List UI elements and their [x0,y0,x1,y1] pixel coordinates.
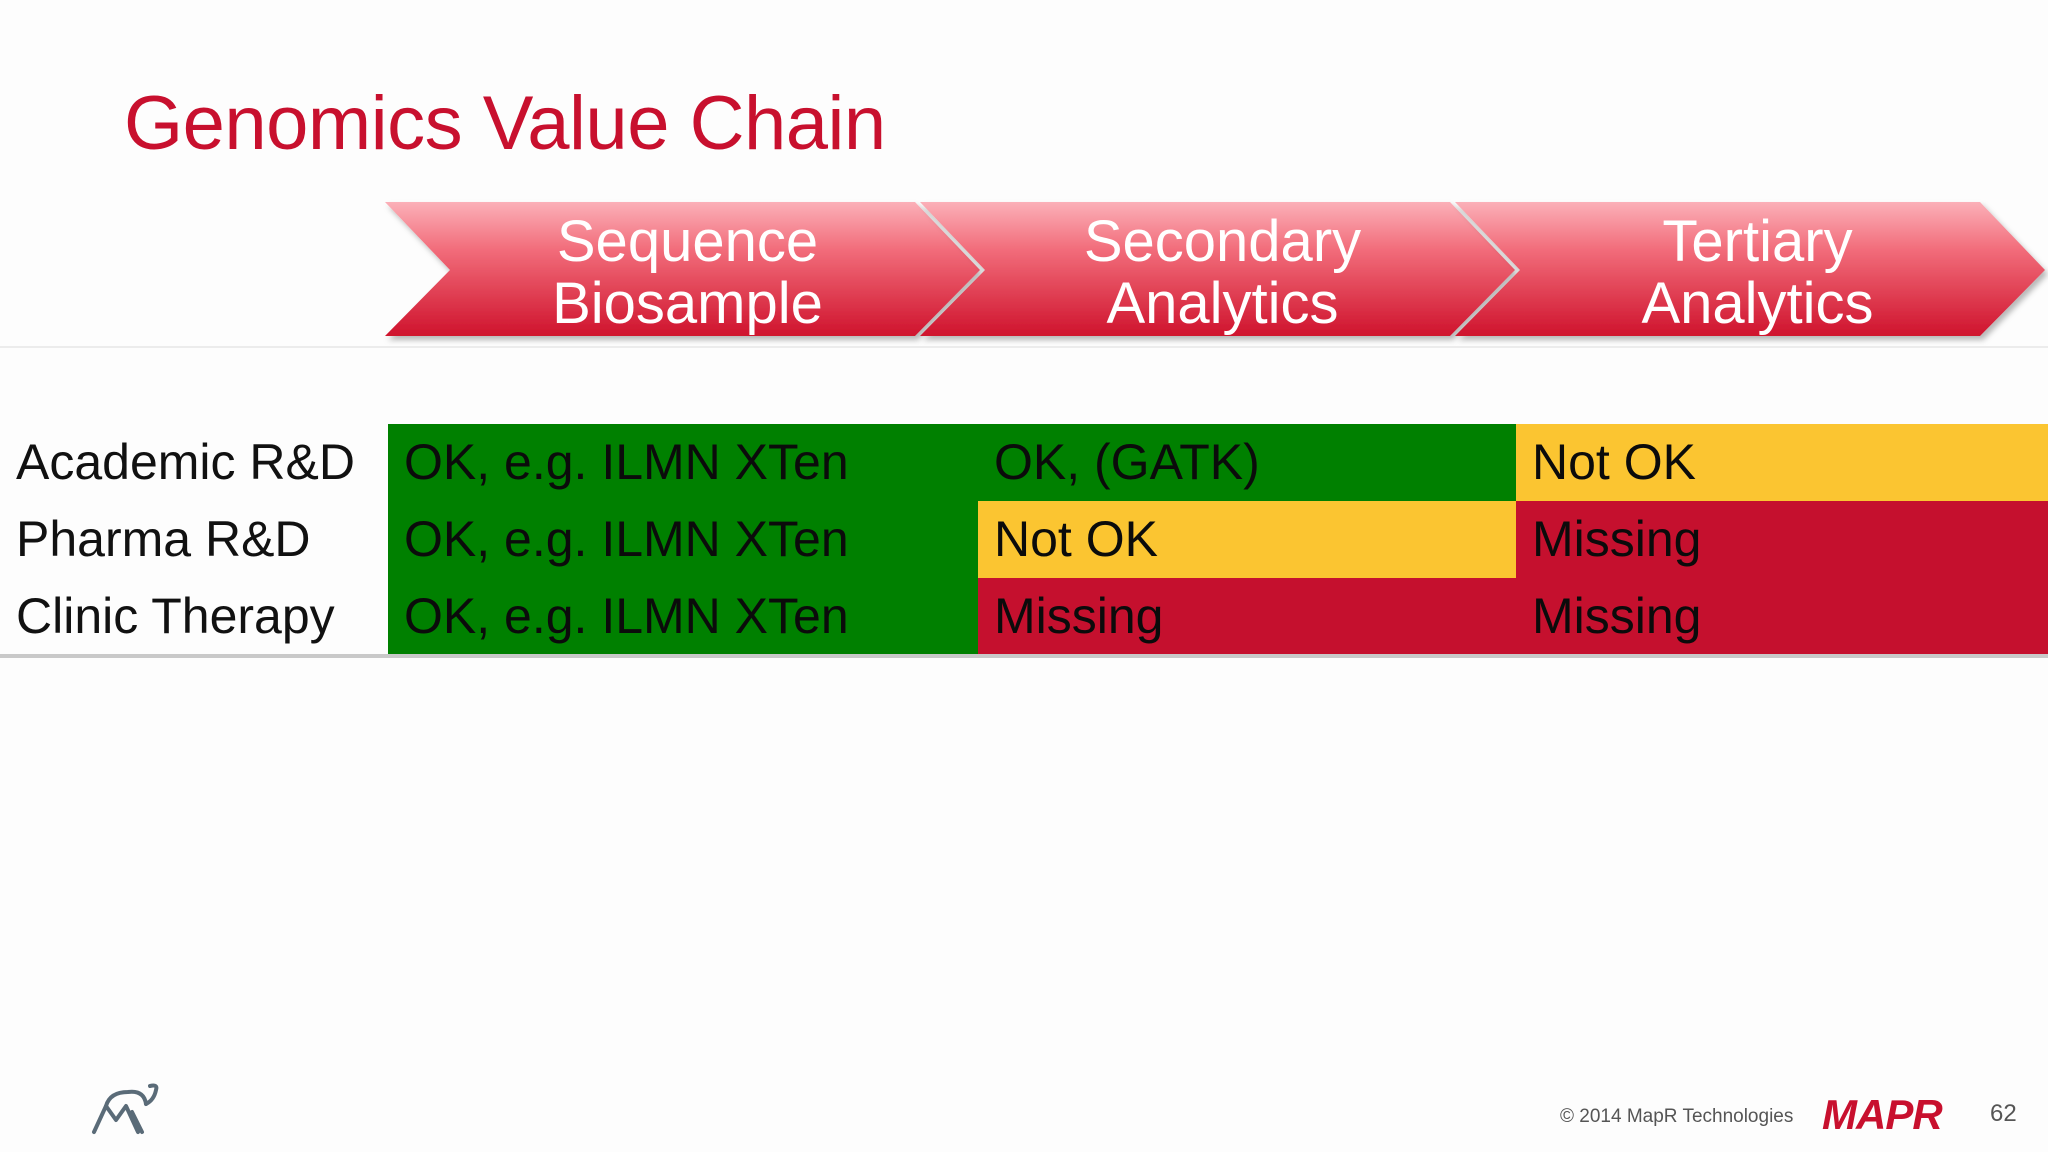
page-number: 62 [1990,1100,2017,1127]
stage-1-line1: Sequence [556,209,819,274]
table-row: Clinic Therapy OK, e.g. ILMN XTen Missin… [0,578,2048,655]
cell-pharma-secondary: Not OK [978,501,1516,578]
stage-3-line1: Tertiary [1662,209,1853,274]
cell-clinic-secondary: Missing [978,578,1516,655]
stage-2-line2: Analytics [1106,271,1339,336]
value-chain-stages: Sequence Biosample Secondary Analytics T… [0,196,2048,350]
stage-3-line2: Analytics [1641,271,1874,336]
stage-label-sequence-biosample: Sequence Biosample [440,206,935,340]
stage-1-line2: Biosample [552,271,823,336]
stage-label-tertiary-analytics: Tertiary Analytics [1510,206,2005,340]
status-matrix: Academic R&D OK, e.g. ILMN XTen OK, (GAT… [0,424,2048,656]
header-divider [0,346,2048,348]
row-label-academic: Academic R&D [16,434,355,490]
table-row: Academic R&D OK, e.g. ILMN XTen OK, (GAT… [0,424,2048,501]
table-bottom-border [0,654,2048,658]
cell-academic-secondary: OK, (GATK) [978,424,1516,501]
chevron-arrows [385,202,2045,336]
mapr-logo: MAPR [1822,1093,1944,1137]
cell-academic-sequence: OK, e.g. ILMN XTen [388,424,978,501]
cell-clinic-tertiary: Missing [1516,578,2048,655]
stage-label-secondary-analytics: Secondary Analytics [975,206,1470,340]
chevron-stage-2 [920,202,1515,336]
row-label-pharma: Pharma R&D [16,511,311,567]
stage-2-line1: Secondary [1083,209,1362,274]
chevron-stage-3 [1455,202,2045,336]
cell-clinic-sequence: OK, e.g. ILMN XTen [388,578,978,655]
row-label-clinic: Clinic Therapy [16,588,335,644]
mapr-logo-text: MAPR [1822,1093,1943,1137]
copyright-notice: © 2014 MapR Technologies [1560,1106,1794,1127]
slide-title: Genomics Value Chain [124,81,886,166]
elephant-logo-icon [92,1083,159,1134]
cell-pharma-sequence: OK, e.g. ILMN XTen [388,501,978,578]
table-row: Pharma R&D OK, e.g. ILMN XTen Not OK Mis… [0,501,2048,578]
cell-academic-tertiary: Not OK [1516,424,2048,501]
cell-pharma-tertiary: Missing [1516,501,2048,578]
chevron-stage-1 [385,202,980,336]
